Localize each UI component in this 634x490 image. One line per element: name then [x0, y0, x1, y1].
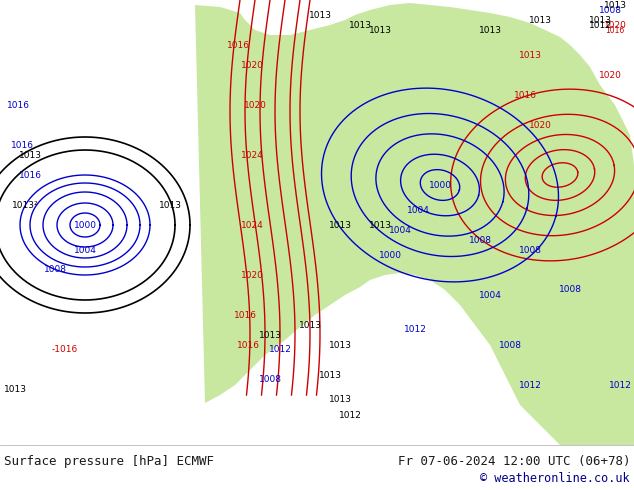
Text: 1024: 1024 [241, 220, 263, 229]
Text: 1016: 1016 [236, 341, 259, 349]
Text: 1020: 1020 [529, 121, 552, 129]
Text: 1020: 1020 [598, 71, 621, 79]
Text: 1012: 1012 [404, 325, 427, 335]
Text: 1016: 1016 [11, 141, 34, 149]
Text: 1004: 1004 [389, 225, 411, 235]
Text: Surface pressure [hPa] ECMWF: Surface pressure [hPa] ECMWF [4, 455, 214, 468]
Text: 1013: 1013 [349, 21, 372, 29]
Text: 1013: 1013 [368, 220, 392, 229]
Text: 1016: 1016 [233, 311, 257, 319]
Text: 1020: 1020 [240, 60, 264, 70]
Text: 1013: 1013 [368, 25, 392, 34]
Text: 1013: 1013 [158, 200, 181, 210]
Text: 1020: 1020 [240, 270, 264, 279]
Text: 1016: 1016 [18, 171, 41, 179]
Text: Fr 07-06-2024 12:00 UTC (06+78): Fr 07-06-2024 12:00 UTC (06+78) [398, 455, 630, 468]
Text: 1016: 1016 [226, 41, 250, 49]
Text: 1004: 1004 [406, 205, 429, 215]
Text: 1013: 1013 [318, 370, 342, 379]
Text: 1012: 1012 [519, 381, 541, 390]
Text: 1013: 1013 [479, 25, 501, 34]
Text: 1013: 1013 [4, 386, 27, 394]
Text: 1013: 1013 [259, 330, 281, 340]
Text: 1000: 1000 [74, 220, 96, 229]
Text: -1016: -1016 [52, 345, 78, 354]
Text: 1013: 1013 [328, 395, 351, 405]
Text: 1016: 1016 [605, 25, 624, 34]
Text: 1020: 1020 [243, 100, 266, 109]
Text: 1004: 1004 [479, 291, 501, 299]
Text: 1008: 1008 [498, 341, 522, 349]
Text: 1012: 1012 [609, 381, 631, 390]
Text: 1000: 1000 [378, 250, 401, 260]
Text: 1008: 1008 [519, 245, 541, 254]
Text: 1013: 1013 [299, 320, 321, 329]
Text: 1000: 1000 [429, 180, 451, 190]
Text: 1013: 1013 [328, 341, 351, 349]
Text: 1004: 1004 [74, 245, 96, 254]
Text: 1013: 1013 [529, 16, 552, 24]
Text: 1013: 1013 [604, 0, 626, 9]
Text: 1024: 1024 [241, 150, 263, 160]
Text: 1013: 1013 [328, 220, 351, 229]
Text: 1008: 1008 [469, 236, 491, 245]
Text: 1013: 1013 [519, 50, 541, 59]
Text: 1008: 1008 [559, 286, 581, 294]
Text: 1008: 1008 [598, 5, 621, 15]
Text: 1013: 1013 [18, 150, 41, 160]
Text: 1013: 1013 [588, 16, 612, 24]
Text: 1012: 1012 [339, 411, 361, 419]
Text: 1013: 1013 [309, 10, 332, 20]
Text: 1013²: 1013² [11, 200, 38, 210]
Text: 1012: 1012 [588, 21, 611, 29]
Text: 1008: 1008 [44, 266, 67, 274]
Text: 1008: 1008 [259, 375, 281, 385]
Text: 1016: 1016 [514, 91, 536, 99]
Text: 1012: 1012 [269, 345, 292, 354]
Text: 1020: 1020 [604, 21, 626, 29]
Text: © weatheronline.co.uk: © weatheronline.co.uk [481, 472, 630, 485]
Polygon shape [185, 0, 634, 445]
Text: 1016: 1016 [6, 100, 30, 109]
